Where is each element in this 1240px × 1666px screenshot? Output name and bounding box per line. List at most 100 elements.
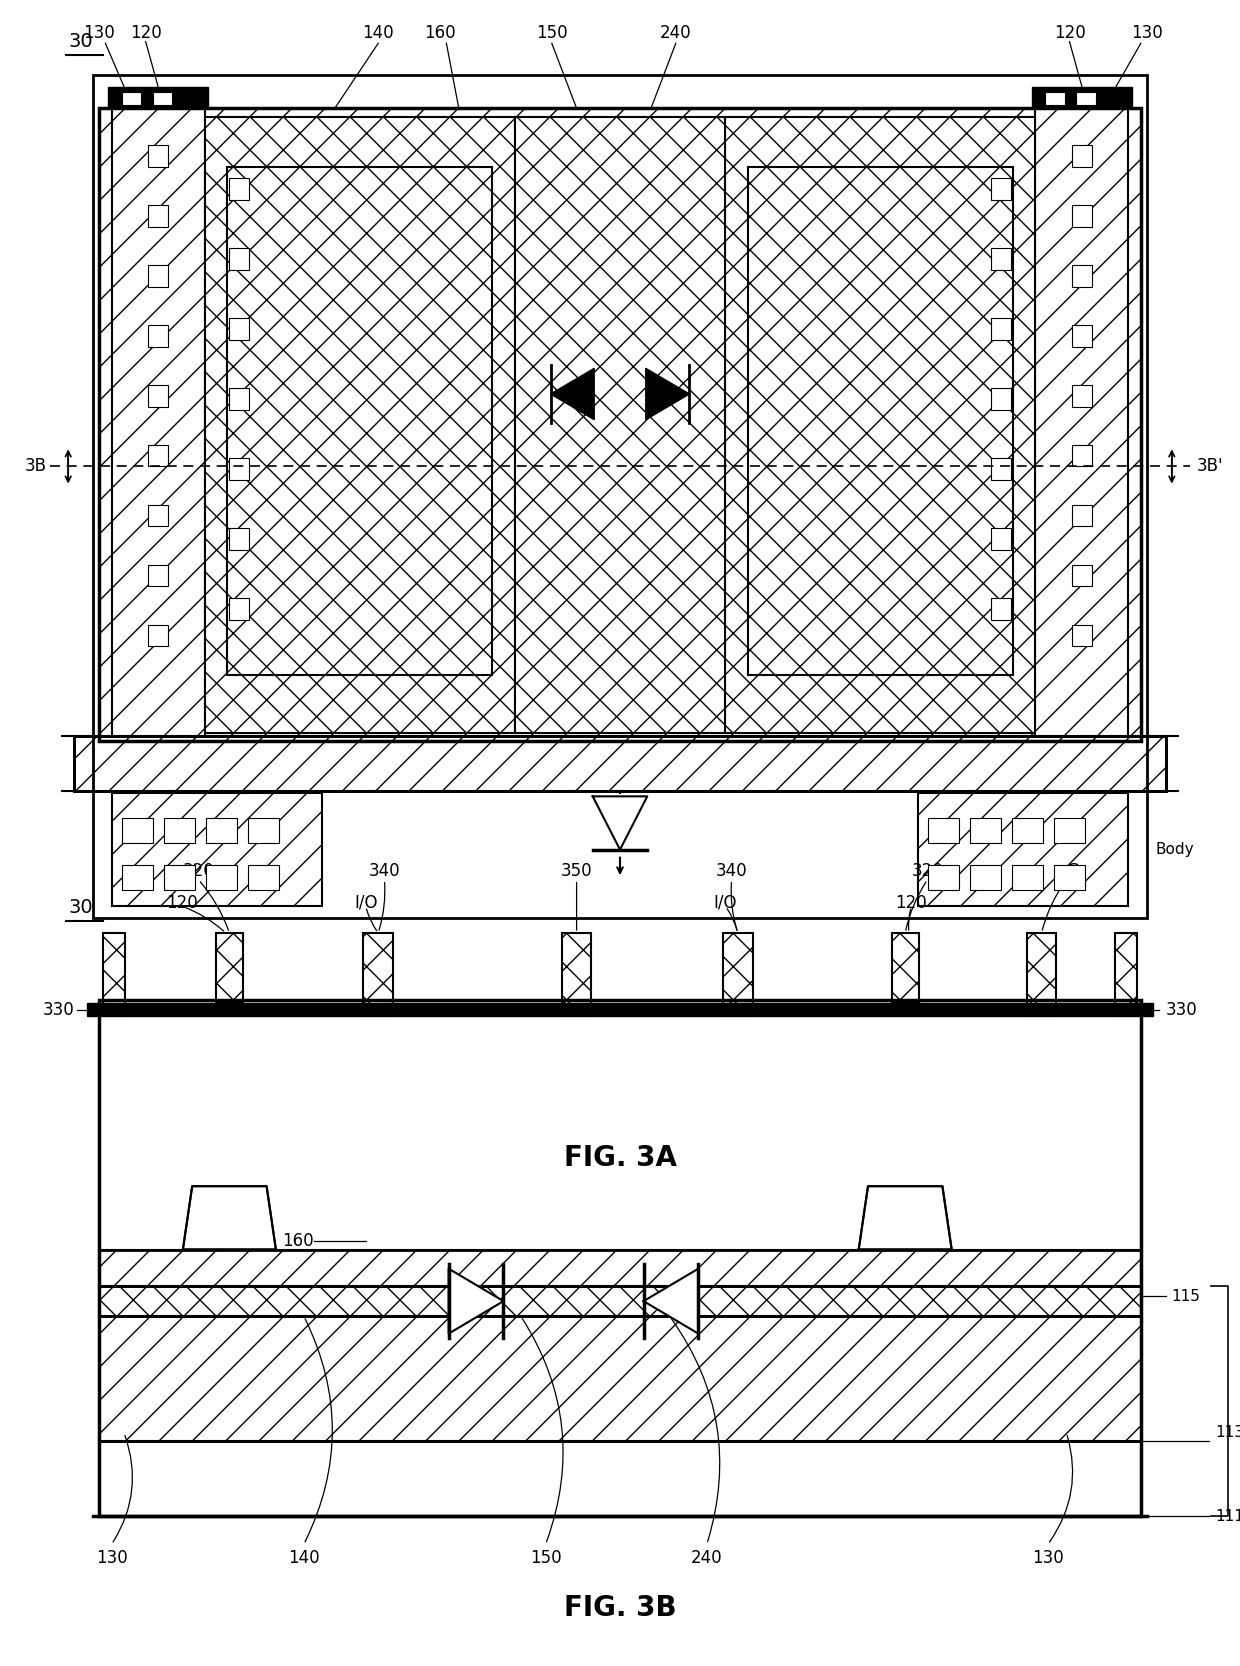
- Bar: [149, 445, 169, 466]
- Bar: [1054, 865, 1085, 890]
- Bar: [103, 933, 125, 1016]
- Text: 140: 140: [362, 25, 394, 42]
- Bar: [99, 108, 1141, 741]
- Text: 130: 130: [95, 1549, 128, 1566]
- Bar: [991, 598, 1011, 620]
- Bar: [87, 1003, 1153, 1016]
- Bar: [122, 865, 153, 890]
- Bar: [872, 1190, 939, 1246]
- Bar: [99, 108, 1141, 741]
- Bar: [1032, 87, 1132, 108]
- Text: 340: 340: [715, 863, 748, 880]
- Bar: [206, 865, 237, 890]
- Bar: [562, 933, 591, 1016]
- Text: 320: 320: [182, 863, 215, 880]
- Bar: [229, 318, 249, 340]
- Text: 330: 330: [1166, 1001, 1198, 1018]
- Bar: [991, 458, 1011, 480]
- Bar: [1071, 505, 1091, 526]
- Text: 30: 30: [68, 32, 93, 52]
- Text: 330: 330: [42, 1001, 74, 1018]
- Bar: [205, 117, 515, 733]
- Bar: [1071, 565, 1091, 586]
- Text: 130: 130: [1131, 25, 1163, 42]
- Polygon shape: [646, 368, 689, 420]
- Bar: [149, 385, 169, 407]
- Bar: [991, 178, 1011, 200]
- Bar: [196, 1190, 263, 1246]
- Bar: [112, 793, 322, 906]
- Bar: [74, 736, 1166, 791]
- Bar: [149, 505, 169, 526]
- Bar: [74, 736, 1166, 791]
- Bar: [1012, 865, 1043, 890]
- Bar: [99, 1250, 1141, 1286]
- Bar: [1012, 818, 1043, 843]
- Bar: [153, 92, 172, 105]
- Text: 340: 340: [368, 863, 401, 880]
- Bar: [248, 818, 279, 843]
- Bar: [122, 92, 141, 105]
- Text: 30: 30: [68, 898, 93, 918]
- Text: 320: 320: [911, 863, 944, 880]
- Polygon shape: [644, 1269, 698, 1333]
- Bar: [112, 108, 205, 741]
- Bar: [970, 865, 1001, 890]
- Text: 160: 160: [281, 1233, 314, 1250]
- Bar: [229, 528, 249, 550]
- Bar: [723, 933, 753, 1016]
- Text: 150: 150: [529, 1549, 562, 1566]
- Text: 111: 111: [1215, 1508, 1240, 1524]
- Bar: [164, 865, 195, 890]
- Bar: [1035, 108, 1128, 741]
- Text: 3B: 3B: [25, 458, 47, 475]
- Polygon shape: [593, 796, 647, 850]
- Text: 3B': 3B': [1197, 458, 1223, 475]
- Bar: [991, 248, 1011, 270]
- Bar: [892, 933, 919, 1003]
- Bar: [1071, 145, 1091, 167]
- Bar: [99, 1316, 1141, 1441]
- Text: 140: 140: [288, 1549, 320, 1566]
- Text: 240: 240: [691, 1549, 723, 1566]
- Bar: [991, 528, 1011, 550]
- Bar: [229, 598, 249, 620]
- Bar: [1076, 92, 1096, 105]
- Bar: [1054, 818, 1085, 843]
- Text: 115: 115: [1172, 1288, 1200, 1304]
- Bar: [1071, 325, 1091, 347]
- Bar: [149, 565, 169, 586]
- Bar: [164, 818, 195, 843]
- Bar: [99, 1286, 1141, 1316]
- Text: G: G: [1066, 863, 1079, 880]
- Bar: [149, 625, 169, 646]
- Bar: [1115, 933, 1137, 1016]
- Text: I/O: I/O: [355, 895, 377, 911]
- Bar: [928, 865, 959, 890]
- Bar: [1045, 92, 1065, 105]
- Bar: [122, 818, 153, 843]
- Bar: [229, 458, 249, 480]
- Bar: [970, 818, 1001, 843]
- Bar: [93, 75, 1147, 918]
- Text: 350: 350: [560, 863, 593, 880]
- Bar: [363, 933, 393, 1016]
- Bar: [1071, 385, 1091, 407]
- Bar: [229, 248, 249, 270]
- Bar: [99, 1250, 1141, 1286]
- Bar: [1071, 205, 1091, 227]
- Text: FIG. 3A: FIG. 3A: [563, 1145, 677, 1171]
- Bar: [1071, 265, 1091, 287]
- Bar: [725, 117, 1035, 733]
- Bar: [991, 318, 1011, 340]
- Text: 120: 120: [1054, 25, 1085, 42]
- Text: 130: 130: [83, 25, 115, 42]
- Bar: [928, 818, 959, 843]
- Bar: [149, 145, 169, 167]
- Text: 113: 113: [1215, 1424, 1240, 1441]
- Bar: [206, 818, 237, 843]
- Polygon shape: [551, 368, 594, 420]
- Text: 150: 150: [536, 25, 568, 42]
- Bar: [229, 178, 249, 200]
- Bar: [1071, 445, 1091, 466]
